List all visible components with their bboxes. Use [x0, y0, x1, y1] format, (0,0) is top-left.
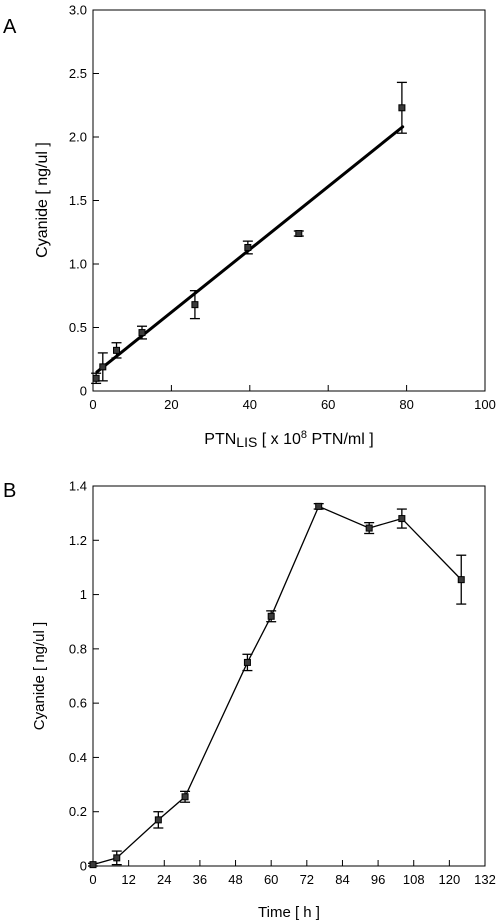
- panel-b-x-axis: 0 12 24 36 48 60 72 84 96 108 120 132: [89, 860, 496, 887]
- x-tick-label: 84: [335, 872, 349, 887]
- panel-a-x-axis-title: PTNLIS [ x 108 PTN/ml ]: [204, 429, 373, 450]
- panel-a-y-axis: 0 0.5 1.0 1.5 2.0 2.5 3.0: [69, 3, 99, 399]
- x-tick-label: 100: [474, 397, 496, 412]
- y-tick-label: 0.6: [69, 696, 87, 711]
- panel-b-y-axis: 0 0.2 0.4 0.6 0.8 1 1.2 1.4: [69, 479, 99, 874]
- x-title-part-exponent: 8: [301, 429, 307, 441]
- x-tick-label: 108: [403, 872, 425, 887]
- y-tick-label: 0.4: [69, 750, 87, 765]
- panel-b-plot-frame: [92, 485, 486, 867]
- data-point: [457, 576, 465, 584]
- panel-b-x-axis-title: Time [ h ]: [258, 904, 320, 921]
- data-point: [191, 301, 199, 309]
- data-point: [315, 502, 323, 510]
- panel-a-data-points: [91, 81, 407, 385]
- x-tick-label: 24: [157, 872, 171, 887]
- panel-b-y-axis-title: Cyanide [ ng/ul ]: [31, 622, 48, 730]
- x-tick-label: 60: [321, 397, 335, 412]
- data-point: [267, 612, 275, 620]
- y-tick-label: 3.0: [69, 3, 87, 18]
- panel-b-letter: B: [3, 480, 16, 502]
- x-title-part-scale: [ x 10: [257, 431, 301, 448]
- y-tick-label: 0: [80, 859, 87, 874]
- data-point: [243, 658, 251, 666]
- x-title-part-unit: PTN/ml ]: [307, 431, 374, 448]
- data-point: [154, 816, 162, 824]
- y-tick-label: 1.2: [69, 533, 87, 548]
- data-point: [295, 230, 303, 238]
- panel-a-letter: A: [3, 16, 17, 38]
- x-tick-label: 96: [371, 872, 385, 887]
- x-tick-label: 60: [264, 872, 278, 887]
- data-point: [113, 346, 121, 354]
- panel-b-data-points: [88, 502, 467, 869]
- data-point: [398, 104, 406, 112]
- panel-a-x-axis: 0 20 40 60 80 100: [89, 385, 496, 412]
- panel-a-y-axis-title: Cyanide [ ng/ul ]: [34, 142, 51, 258]
- panel-b-line-group: [92, 505, 462, 866]
- y-tick-label: 1.5: [69, 193, 87, 208]
- y-tick-label: 2.5: [69, 66, 87, 81]
- y-tick-label: 2.0: [69, 130, 87, 145]
- data-point: [92, 374, 100, 382]
- y-tick-label: 1: [80, 587, 87, 602]
- x-tick-label: 48: [228, 872, 242, 887]
- x-tick-label: 0: [89, 397, 96, 412]
- x-title-part-lis-subscript: LIS: [236, 434, 257, 450]
- data-point: [113, 854, 121, 862]
- y-tick-label: 0: [80, 384, 87, 399]
- x-tick-label: 20: [164, 397, 178, 412]
- y-tick-label: 0.2: [69, 804, 87, 819]
- x-tick-label: 0: [89, 872, 96, 887]
- x-tick-label: 120: [439, 872, 461, 887]
- data-point: [99, 363, 107, 371]
- data-point: [181, 793, 189, 801]
- x-tick-label: 40: [243, 397, 257, 412]
- x-tick-label: 72: [300, 872, 314, 887]
- x-tick-label: 80: [399, 397, 413, 412]
- x-tick-label: 36: [193, 872, 207, 887]
- panel-a: A 0 0.5 1.0 1.5 2.0 2.5 3.0 0 20 40 60 80 100 PTNLI…: [3, 3, 496, 451]
- x-tick-label: 132: [474, 872, 496, 887]
- data-point: [89, 861, 97, 869]
- x-tick-label: 12: [121, 872, 135, 887]
- data-point: [398, 515, 406, 523]
- y-tick-label: 1.0: [69, 257, 87, 272]
- panel-b: B 0 0.2 0.4 0.6 0.8 1 1.2 1.4 0 12 24 36 48 60 72 84 96…: [3, 479, 496, 922]
- x-title-part-ptn: PTN: [204, 431, 236, 448]
- panel-a-plot-frame: [92, 9, 486, 392]
- data-point: [365, 524, 373, 532]
- series-line: [92, 505, 462, 866]
- y-tick-label: 1.4: [69, 479, 87, 494]
- y-tick-label: 0.8: [69, 641, 87, 656]
- data-point: [138, 329, 146, 337]
- y-tick-label: 0.5: [69, 320, 87, 335]
- data-point: [244, 243, 252, 251]
